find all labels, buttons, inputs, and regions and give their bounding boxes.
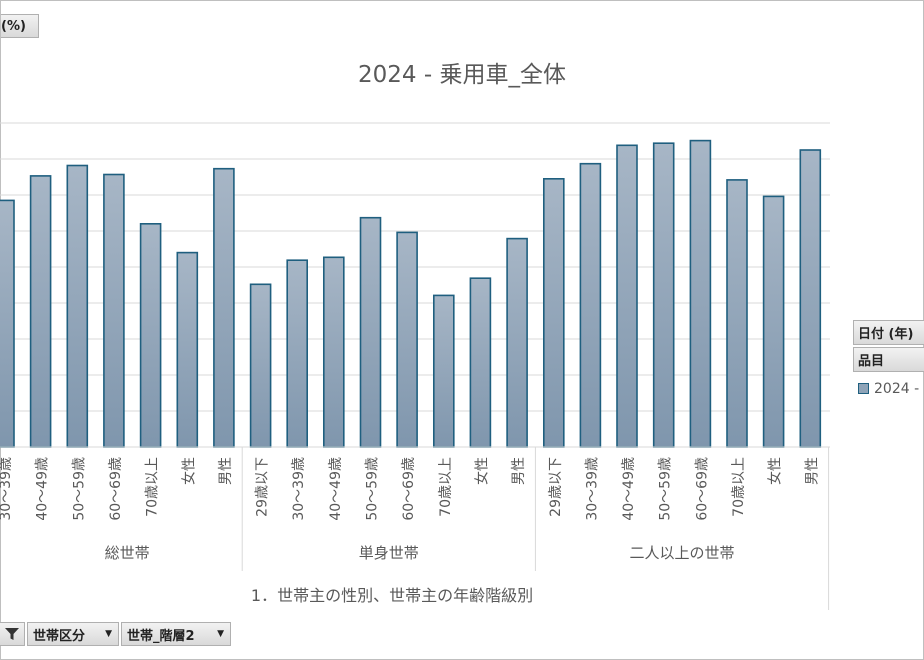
x-tick-label: 60～69歳 — [108, 457, 124, 521]
bar — [762, 195, 785, 448]
x-tick-label: 40～49歳 — [621, 457, 637, 521]
x-tick-label: 女性 — [180, 457, 197, 485]
legend-entry: 2024 - 乗 — [858, 378, 924, 398]
x-tick-label: 29歳以下 — [548, 457, 564, 517]
x-tick-label: 70歳以上 — [145, 457, 161, 517]
x-tick-label: 男性 — [511, 457, 527, 485]
filter-icon — [4, 628, 19, 640]
bar — [139, 223, 162, 448]
bar — [506, 237, 528, 448]
x-group-label: 二人以上の世帯 — [629, 544, 734, 562]
x-tick-label: 29歳以下 — [255, 457, 271, 517]
x-tick-label: 30～39歳 — [584, 457, 600, 521]
bars — [0, 139, 822, 448]
bar — [29, 175, 52, 448]
axis-field-button-1[interactable]: 世帯区分 ▼ — [27, 622, 119, 646]
legend-item-field-label: 品目 — [858, 354, 885, 369]
chart-title: 2024 - 乗用車_全体 — [358, 62, 566, 88]
x-tick-label: 50～59歳 — [658, 457, 674, 521]
bar — [542, 178, 565, 448]
bar — [322, 256, 345, 448]
x-axis-labels: 30～39歳 40～49歳 50～59歳 60～69歳 70歳以上 女性 男性 29歳以下 30… — [0, 457, 820, 521]
bar — [469, 277, 492, 448]
bar — [616, 144, 638, 448]
axis-filter-button[interactable] — [0, 622, 25, 646]
bar — [66, 164, 89, 448]
x-tick-label: 女性 — [767, 457, 784, 485]
bar — [689, 139, 712, 448]
x-tick-label: 男性 — [218, 457, 234, 485]
x-group-label: 単身世帯 — [359, 544, 419, 562]
axis-field-label-1: 世帯区分 — [33, 628, 86, 644]
x-tick-label: 60～69歳 — [401, 457, 417, 521]
bar — [286, 259, 309, 448]
x-axis-groups: 総世帯 単身世帯 二人以上の世帯 — [0, 446, 830, 610]
x-axis-title: 1．世帯主の性別、世帯主の年齢階級別 — [251, 586, 533, 605]
legend-swatch-icon — [858, 382, 869, 394]
bar — [652, 142, 675, 448]
dropdown-arrow-icon: ▼ — [105, 629, 112, 639]
x-tick-label: 50～59歳 — [365, 457, 381, 521]
x-tick-label: 40～49歳 — [35, 457, 51, 521]
legend-date-field-button[interactable]: 日付 (年) — [853, 320, 924, 345]
bar — [799, 149, 822, 448]
bar — [432, 294, 455, 448]
x-tick-label: 30～39歳 — [0, 457, 14, 521]
value-field-label: (%) — [1, 18, 26, 34]
x-group-label: 総世帯 — [105, 544, 150, 562]
bar — [103, 173, 125, 448]
x-tick-label: 60～69歳 — [694, 457, 710, 521]
bar — [213, 167, 235, 448]
bar — [726, 179, 748, 448]
bar — [396, 231, 418, 448]
bar — [0, 199, 15, 448]
legend-entry-label: 2024 - 乗 — [874, 381, 924, 397]
x-tick-label: 女性 — [473, 457, 490, 485]
x-tick-label: 30～39歳 — [291, 457, 307, 521]
x-tick-label: 70歳以上 — [438, 457, 454, 517]
axis-field-label-2: 世帯_階層2 — [127, 628, 195, 644]
x-tick-label: 男性 — [804, 457, 820, 485]
dropdown-arrow-icon: ▼ — [217, 629, 224, 639]
bar — [176, 251, 199, 448]
axis-field-button-2[interactable]: 世帯_階層2 ▼ — [121, 622, 231, 646]
bar — [579, 162, 602, 448]
bar — [359, 216, 382, 448]
x-tick-label: 70歳以上 — [731, 457, 747, 517]
x-tick-label: 40～49歳 — [328, 457, 344, 521]
x-tick-label: 50～59歳 — [71, 457, 87, 521]
legend-item-field-button[interactable]: 品目 — [853, 347, 924, 372]
legend-date-field-label: 日付 (年) — [858, 327, 914, 342]
value-field-button[interactable]: (%) — [0, 14, 39, 38]
bar — [249, 283, 272, 448]
